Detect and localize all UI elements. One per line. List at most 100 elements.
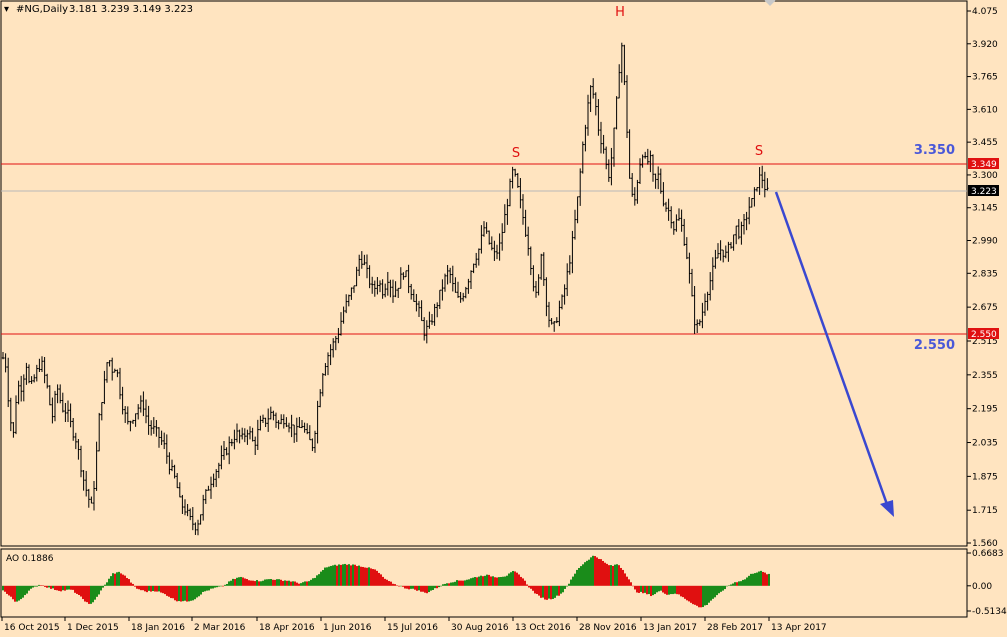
ao-bar [608, 565, 610, 586]
ao-bar [110, 576, 112, 586]
ohlc-bar [737, 218, 740, 240]
ohlc-bar [540, 253, 543, 280]
ao-bar [736, 582, 738, 586]
ohlc-bar [675, 214, 678, 232]
ao-bar [170, 585, 172, 599]
ohlc-bar [246, 429, 249, 445]
ao-bar [690, 585, 692, 603]
ao-bar [2, 585, 4, 591]
ohlc-bar [735, 225, 738, 245]
ohlc-bar [758, 167, 761, 195]
ohlc-bar [436, 302, 439, 318]
current-price-tag: 3.223 [968, 185, 999, 197]
menu-triangle-icon[interactable]: ▾ [4, 4, 9, 15]
ao-bar [12, 585, 14, 600]
ao-bar [198, 585, 200, 597]
ohlc-bar [495, 244, 499, 260]
ao-bar [594, 556, 596, 586]
ao-bar [680, 585, 682, 597]
ao-bar [356, 566, 358, 586]
ao-bar [492, 576, 494, 586]
ohlc-bar [350, 287, 353, 300]
ao-bar [528, 585, 530, 588]
ao-bar [756, 572, 758, 586]
ao-bar [178, 585, 180, 602]
ao-bar [574, 573, 576, 586]
ao-bar [642, 585, 644, 594]
ao-bar [172, 585, 174, 599]
ao-bar [344, 563, 346, 586]
ao-bar [420, 585, 422, 592]
ao-bar [76, 585, 78, 594]
ohlc-bar [742, 214, 746, 235]
ao-bar [536, 585, 538, 595]
ao-bar [450, 582, 452, 586]
ao-bar [570, 579, 572, 586]
ao-bar [360, 566, 362, 586]
ohlc-bar [20, 375, 23, 402]
ao-bar [514, 571, 516, 586]
ohlc-bar [654, 173, 657, 189]
ao-bar [188, 585, 190, 602]
svg-text:3.223: 3.223 [971, 187, 997, 197]
ao-bar [468, 579, 470, 586]
ao-bar [478, 576, 480, 586]
ohlc-bar [134, 413, 137, 427]
ohlc-bar [581, 141, 584, 174]
ao-bar [666, 585, 668, 595]
ohlc-bar [155, 420, 158, 437]
ohlc-bar [612, 127, 616, 167]
ohlc-bar [329, 344, 332, 366]
ohlc-bar [186, 504, 189, 517]
ao-bar [234, 579, 236, 586]
ohlc-bar [251, 427, 254, 442]
ohlc-bar [176, 472, 179, 489]
ao-bar [164, 585, 166, 595]
forecast-arrow[interactable] [774, 191, 894, 517]
ohlc-bar [529, 246, 532, 276]
ohlc-bar [449, 267, 452, 284]
ohlc-bar [230, 438, 233, 447]
ao-bar [124, 575, 126, 586]
ohlc-bar [584, 124, 587, 152]
ao-bar [300, 583, 302, 586]
ao-bar [24, 585, 26, 596]
price-tick-label: 3.765 [972, 73, 998, 83]
ohlc-bar [594, 92, 597, 116]
date-axis: 16 Oct 2015 1 Dec 2015 18 Jan 2016 2 Mar 20… [1, 617, 827, 633]
ohlc-bar [537, 274, 540, 296]
ohlc-bar [290, 414, 293, 438]
ao-bar [202, 585, 204, 592]
ao-bar [118, 571, 120, 586]
shift-marker-icon[interactable] [764, 0, 776, 6]
ao-bar [150, 585, 152, 592]
ohlc-bar [420, 300, 423, 322]
ohlc-bar [43, 357, 46, 384]
svg-text:3.349: 3.349 [971, 160, 997, 170]
ohlc-bar [701, 302, 704, 329]
ohlc-bar [53, 390, 57, 422]
ohlc-bar [423, 317, 426, 341]
ohlc-bar [410, 283, 413, 300]
ohlc-bar [605, 146, 608, 170]
ohlc-bar [519, 178, 522, 209]
ao-bar [476, 577, 478, 586]
ao-bar [310, 579, 312, 586]
ohlc-bar [607, 159, 610, 182]
ao-bar [382, 576, 384, 586]
ao-bar [98, 585, 100, 595]
ao-bar [388, 581, 390, 586]
ohlc-bar [4, 353, 7, 373]
ao-bar [114, 573, 116, 586]
ao-bar [204, 585, 206, 592]
ao-bar [128, 579, 130, 586]
ohlc-bar [469, 270, 473, 290]
ohlc-bar [521, 194, 525, 225]
ohlc-bar [259, 415, 262, 431]
ao-bar [230, 580, 232, 586]
date-tick-label: 1 Dec 2015 [67, 623, 119, 633]
ao-bar [304, 581, 306, 586]
ao-bar [436, 585, 438, 589]
ao-bar [564, 585, 566, 589]
